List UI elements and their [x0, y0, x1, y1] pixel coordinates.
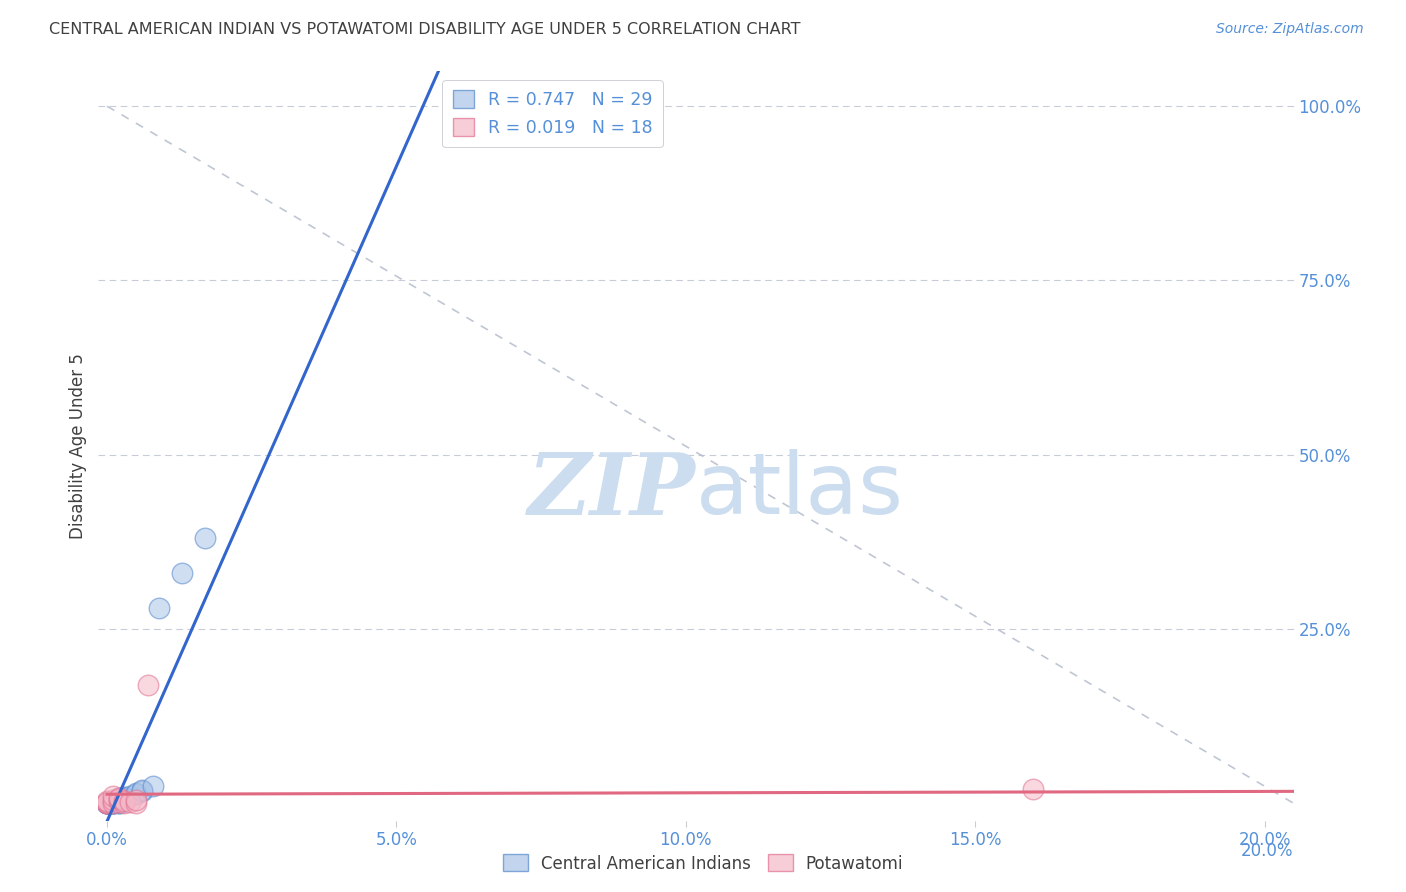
Point	[125, 796, 148, 810]
Point	[107, 792, 129, 806]
Text: 20.0%: 20.0%	[1241, 841, 1294, 860]
Point	[114, 790, 136, 805]
Point	[96, 796, 118, 810]
Text: atlas: atlas	[696, 450, 904, 533]
Point	[101, 796, 124, 810]
Point	[96, 796, 118, 810]
Text: ZIP: ZIP	[529, 450, 696, 533]
Point	[96, 794, 118, 808]
Point	[172, 566, 194, 581]
Point	[107, 793, 129, 807]
Point	[107, 791, 129, 805]
Text: CENTRAL AMERICAN INDIAN VS POTAWATOMI DISABILITY AGE UNDER 5 CORRELATION CHART: CENTRAL AMERICAN INDIAN VS POTAWATOMI DI…	[49, 22, 800, 37]
Point	[96, 795, 118, 809]
Point	[107, 794, 129, 808]
Point	[96, 796, 118, 810]
Point	[101, 796, 124, 810]
Point	[96, 796, 118, 810]
Point	[96, 796, 118, 810]
Point	[96, 796, 118, 810]
Point	[131, 784, 153, 798]
Point	[107, 796, 129, 810]
Point	[148, 601, 170, 615]
Point	[194, 532, 217, 546]
Point	[96, 796, 118, 810]
Point	[114, 793, 136, 807]
Legend: Central American Indians, Potawatomi: Central American Indians, Potawatomi	[496, 847, 910, 880]
Point	[96, 796, 118, 810]
Point	[131, 783, 153, 797]
Point	[107, 795, 129, 809]
Point	[114, 794, 136, 808]
Point	[1022, 782, 1045, 797]
Point	[101, 795, 124, 809]
Point	[101, 796, 124, 810]
Point	[136, 678, 159, 692]
Text: Source: ZipAtlas.com: Source: ZipAtlas.com	[1216, 22, 1364, 37]
Point	[101, 793, 124, 807]
Point	[114, 789, 136, 804]
Point	[101, 789, 124, 804]
Point	[107, 790, 129, 805]
Legend: R = 0.747   N = 29, R = 0.019   N = 18: R = 0.747 N = 29, R = 0.019 N = 18	[443, 80, 662, 147]
Point	[96, 796, 118, 810]
Point	[125, 786, 148, 800]
Point	[101, 796, 124, 810]
Point	[107, 796, 129, 810]
Point	[120, 789, 142, 804]
Point	[114, 796, 136, 810]
Point	[120, 795, 142, 809]
Y-axis label: Disability Age Under 5: Disability Age Under 5	[69, 353, 87, 539]
Point	[142, 779, 165, 793]
Point	[114, 792, 136, 806]
Point	[125, 793, 148, 807]
Point	[101, 796, 124, 810]
Point	[125, 787, 148, 801]
